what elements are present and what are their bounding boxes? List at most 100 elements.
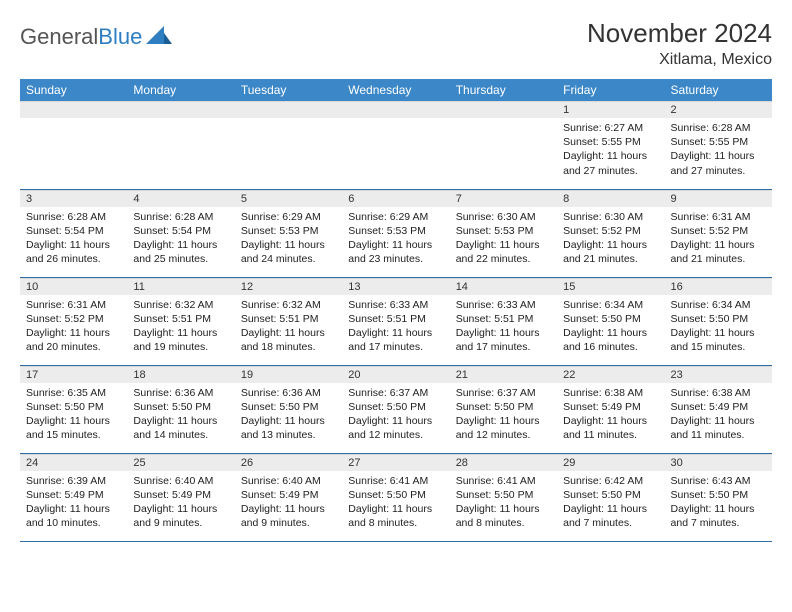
sunrise-line: Sunrise: 6:30 AM [456, 210, 551, 224]
sunset-line: Sunset: 5:54 PM [26, 224, 121, 238]
calendar-week-row: 1Sunrise: 6:27 AMSunset: 5:55 PMDaylight… [20, 101, 772, 189]
sunrise-line: Sunrise: 6:39 AM [26, 474, 121, 488]
day-body: Sunrise: 6:30 AMSunset: 5:52 PMDaylight:… [557, 207, 664, 271]
daylight-line: Daylight: 11 hours and 8 minutes. [348, 502, 443, 530]
daylight-line: Daylight: 11 hours and 19 minutes. [133, 326, 228, 354]
sunrise-line: Sunrise: 6:29 AM [241, 210, 336, 224]
day-body: Sunrise: 6:33 AMSunset: 5:51 PMDaylight:… [342, 295, 449, 359]
sunset-line: Sunset: 5:53 PM [241, 224, 336, 238]
sunset-line: Sunset: 5:52 PM [671, 224, 766, 238]
daylight-line: Daylight: 11 hours and 17 minutes. [348, 326, 443, 354]
day-body: Sunrise: 6:30 AMSunset: 5:53 PMDaylight:… [450, 207, 557, 271]
sunrise-line: Sunrise: 6:29 AM [348, 210, 443, 224]
sunset-line: Sunset: 5:50 PM [133, 400, 228, 414]
sunrise-line: Sunrise: 6:41 AM [456, 474, 551, 488]
day-number: 12 [235, 278, 342, 295]
calendar-cell: 24Sunrise: 6:39 AMSunset: 5:49 PMDayligh… [20, 453, 127, 541]
weekday-header: Thursday [450, 79, 557, 101]
daylight-line: Daylight: 11 hours and 16 minutes. [563, 326, 658, 354]
day-number: 1 [557, 101, 664, 118]
sunset-line: Sunset: 5:49 PM [26, 488, 121, 502]
day-number: 16 [665, 278, 772, 295]
calendar-cell: 18Sunrise: 6:36 AMSunset: 5:50 PMDayligh… [127, 365, 234, 453]
sunrise-line: Sunrise: 6:38 AM [563, 386, 658, 400]
day-body: Sunrise: 6:40 AMSunset: 5:49 PMDaylight:… [235, 471, 342, 535]
sunset-line: Sunset: 5:49 PM [133, 488, 228, 502]
day-body: Sunrise: 6:27 AMSunset: 5:55 PMDaylight:… [557, 118, 664, 182]
calendar-cell: 1Sunrise: 6:27 AMSunset: 5:55 PMDaylight… [557, 101, 664, 189]
day-body: Sunrise: 6:28 AMSunset: 5:54 PMDaylight:… [20, 207, 127, 271]
daylight-line: Daylight: 11 hours and 24 minutes. [241, 238, 336, 266]
sunset-line: Sunset: 5:54 PM [133, 224, 228, 238]
sunset-line: Sunset: 5:55 PM [563, 135, 658, 149]
sunset-line: Sunset: 5:49 PM [671, 400, 766, 414]
day-number: 6 [342, 190, 449, 207]
daylight-line: Daylight: 11 hours and 17 minutes. [456, 326, 551, 354]
header: GeneralBlue November 2024 Xitlama, Mexic… [20, 18, 772, 69]
day-number: 29 [557, 454, 664, 471]
daylight-line: Daylight: 11 hours and 12 minutes. [348, 414, 443, 442]
calendar-cell [450, 101, 557, 189]
day-number: 9 [665, 190, 772, 207]
weekday-header: Wednesday [342, 79, 449, 101]
day-body: Sunrise: 6:29 AMSunset: 5:53 PMDaylight:… [235, 207, 342, 271]
calendar-week-row: 24Sunrise: 6:39 AMSunset: 5:49 PMDayligh… [20, 453, 772, 541]
sunrise-line: Sunrise: 6:27 AM [563, 121, 658, 135]
sunrise-line: Sunrise: 6:31 AM [26, 298, 121, 312]
day-body: Sunrise: 6:34 AMSunset: 5:50 PMDaylight:… [557, 295, 664, 359]
calendar-cell: 13Sunrise: 6:33 AMSunset: 5:51 PMDayligh… [342, 277, 449, 365]
day-number: 27 [342, 454, 449, 471]
sunset-line: Sunset: 5:51 PM [241, 312, 336, 326]
day-number: 19 [235, 366, 342, 383]
day-number: 5 [235, 190, 342, 207]
calendar-cell [342, 101, 449, 189]
day-number [20, 101, 127, 118]
daylight-line: Daylight: 11 hours and 14 minutes. [133, 414, 228, 442]
sunset-line: Sunset: 5:50 PM [563, 488, 658, 502]
sunset-line: Sunset: 5:49 PM [241, 488, 336, 502]
sunset-line: Sunset: 5:50 PM [241, 400, 336, 414]
sunset-line: Sunset: 5:51 PM [133, 312, 228, 326]
weekday-header: Friday [557, 79, 664, 101]
day-body [235, 118, 342, 125]
logo-text-blue: Blue [98, 24, 142, 50]
day-body: Sunrise: 6:38 AMSunset: 5:49 PMDaylight:… [557, 383, 664, 447]
sunrise-line: Sunrise: 6:32 AM [241, 298, 336, 312]
daylight-line: Daylight: 11 hours and 11 minutes. [671, 414, 766, 442]
day-number: 8 [557, 190, 664, 207]
day-body: Sunrise: 6:37 AMSunset: 5:50 PMDaylight:… [342, 383, 449, 447]
day-body: Sunrise: 6:29 AMSunset: 5:53 PMDaylight:… [342, 207, 449, 271]
calendar-cell: 17Sunrise: 6:35 AMSunset: 5:50 PMDayligh… [20, 365, 127, 453]
day-body [20, 118, 127, 125]
sunset-line: Sunset: 5:50 PM [456, 400, 551, 414]
day-number: 24 [20, 454, 127, 471]
calendar-cell [235, 101, 342, 189]
day-body: Sunrise: 6:41 AMSunset: 5:50 PMDaylight:… [450, 471, 557, 535]
weekday-header: Monday [127, 79, 234, 101]
daylight-line: Daylight: 11 hours and 15 minutes. [26, 414, 121, 442]
sunrise-line: Sunrise: 6:36 AM [133, 386, 228, 400]
calendar-cell: 3Sunrise: 6:28 AMSunset: 5:54 PMDaylight… [20, 189, 127, 277]
daylight-line: Daylight: 11 hours and 9 minutes. [241, 502, 336, 530]
sunrise-line: Sunrise: 6:34 AM [671, 298, 766, 312]
daylight-line: Daylight: 11 hours and 9 minutes. [133, 502, 228, 530]
calendar-cell: 28Sunrise: 6:41 AMSunset: 5:50 PMDayligh… [450, 453, 557, 541]
sunset-line: Sunset: 5:53 PM [348, 224, 443, 238]
day-body: Sunrise: 6:41 AMSunset: 5:50 PMDaylight:… [342, 471, 449, 535]
day-number: 4 [127, 190, 234, 207]
calendar-cell: 27Sunrise: 6:41 AMSunset: 5:50 PMDayligh… [342, 453, 449, 541]
day-body: Sunrise: 6:37 AMSunset: 5:50 PMDaylight:… [450, 383, 557, 447]
day-body: Sunrise: 6:28 AMSunset: 5:54 PMDaylight:… [127, 207, 234, 271]
day-body: Sunrise: 6:33 AMSunset: 5:51 PMDaylight:… [450, 295, 557, 359]
day-body [450, 118, 557, 125]
day-number: 25 [127, 454, 234, 471]
sunset-line: Sunset: 5:50 PM [671, 488, 766, 502]
day-body [342, 118, 449, 125]
sunset-line: Sunset: 5:50 PM [456, 488, 551, 502]
day-body: Sunrise: 6:38 AMSunset: 5:49 PMDaylight:… [665, 383, 772, 447]
calendar-cell: 6Sunrise: 6:29 AMSunset: 5:53 PMDaylight… [342, 189, 449, 277]
day-body: Sunrise: 6:35 AMSunset: 5:50 PMDaylight:… [20, 383, 127, 447]
calendar-cell: 8Sunrise: 6:30 AMSunset: 5:52 PMDaylight… [557, 189, 664, 277]
sunrise-line: Sunrise: 6:41 AM [348, 474, 443, 488]
calendar-cell: 25Sunrise: 6:40 AMSunset: 5:49 PMDayligh… [127, 453, 234, 541]
